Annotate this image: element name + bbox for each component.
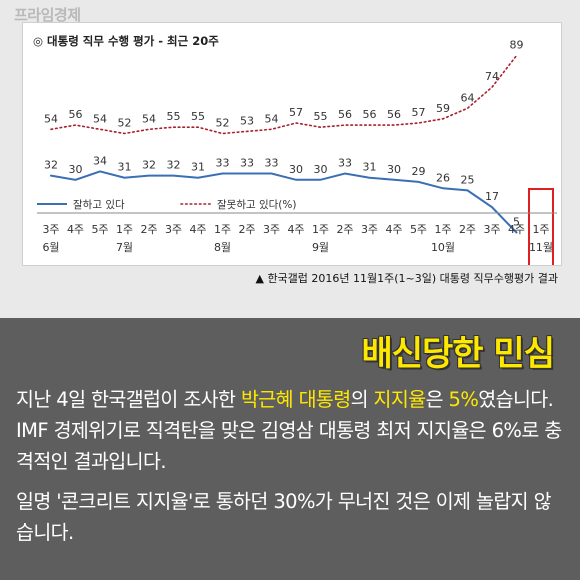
x-tick-label: 2주 [140,223,157,236]
data-label: 34 [93,154,107,167]
chart-title: ◎ 대통령 직무 수행 평가 - 최근 20주 [33,34,219,48]
x-tick-label: 1주 [434,223,451,236]
data-label: 33 [216,157,230,170]
x-tick-label: 4주 [385,223,402,236]
text-segment: 였습니다. IMF 경제위기로 직격탄을 맞은 김영삼 대통령 최저 지지율은 … [16,388,562,473]
x-tick-label: 1주 [532,223,549,236]
data-label: 54 [142,112,156,125]
highlight-text: 박근혜 대통령 [240,388,351,411]
x-tick-label: 3주 [361,223,378,236]
brand-logo: 프라임경제 [14,6,81,24]
x-month-label: 11월 [529,241,553,254]
x-tick-label: 3주 [263,223,280,236]
data-label: 56 [338,108,352,121]
data-label: 57 [289,106,303,119]
data-label: 89 [510,39,524,52]
data-label: 30 [387,163,401,176]
x-tick-label: 3주 [483,223,500,236]
data-label: 32 [44,159,58,172]
data-label: 54 [93,112,107,125]
data-label: 30 [69,163,83,176]
data-label: 25 [461,173,475,186]
data-label: 56 [69,108,83,121]
x-tick-label: 5주 [410,223,427,236]
data-label: 5 [513,215,520,228]
data-label: 74 [485,70,499,83]
x-tick-label: 1주 [312,223,329,236]
data-label: 55 [167,110,181,123]
data-label: 29 [412,165,426,178]
data-label: 30 [289,163,303,176]
highlight-text: 지지율 [373,388,427,411]
data-label: 32 [167,159,181,172]
x-tick-label: 4주 [189,223,206,236]
data-label: 31 [118,161,132,174]
paragraph-1: 지난 4일 한국갤럽이 조사한 박근혜 대통령의 지지율은 5%였습니다. IM… [16,384,564,477]
legend-label: 잘못하고 있다(%) [217,198,296,211]
data-label: 56 [363,108,377,121]
data-label: 55 [314,110,328,123]
text-segment: 은 [425,388,449,411]
x-tick-label: 4주 [67,223,84,236]
data-label: 31 [191,161,205,174]
data-label: 33 [240,157,254,170]
data-label: 55 [191,110,205,123]
x-tick-label: 4주 [287,223,304,236]
x-month-label: 7월 [116,241,133,254]
headline: 배신당한 민심 [361,334,555,374]
data-label: 33 [338,157,352,170]
x-tick-label: 3주 [42,223,59,236]
x-tick-label: 2주 [238,223,255,236]
text-panel: 배신당한 민심 지난 4일 한국갤럽이 조사한 박근혜 대통령의 지지율은 5%… [0,318,580,580]
data-label: 53 [240,114,254,127]
body-text: 지난 4일 한국갤럽이 조사한 박근혜 대통령의 지지율은 5%였습니다. IM… [16,384,564,557]
source-note: ▲ 한국갤럽 2016년 11월1주(1~3일) 대통령 직무수행평가 결과 [255,272,558,285]
data-label: 30 [314,163,328,176]
data-label: 64 [461,91,475,104]
data-label: 32 [142,159,156,172]
paragraph-2: 일명 '콘크리트 지지율'로 통하던 30%가 무너진 것은 이제 놀랍지 않습… [16,490,552,544]
x-tick-label: 5주 [91,223,108,236]
text-segment: 지난 4일 한국갤럽이 조사한 [16,388,241,411]
text-segment: 의 [350,388,374,411]
data-label: 57 [412,106,426,119]
highlight-box [528,188,554,265]
x-tick-label: 2주 [459,223,476,236]
data-label: 26 [436,171,450,184]
data-label: 54 [265,112,279,125]
data-label: 52 [216,117,230,130]
data-label: 33 [265,157,279,170]
highlight-text: 5% [448,388,479,411]
approval-line-chart: ◎ 대통령 직무 수행 평가 - 최근 20주 32 30 34 31 32 32 31 33 3… [33,34,557,265]
legend-label: 잘하고 있다 [73,198,125,211]
x-month-label: 10월 [431,241,455,254]
data-label: 54 [44,112,58,125]
x-month-label: 8월 [214,241,231,254]
x-tick-label: 2주 [336,223,353,236]
data-label: 52 [118,117,132,130]
series-line-2 [50,54,518,135]
x-tick-label: 1주 [214,223,231,236]
x-month-label: 9월 [312,241,329,254]
x-tick-label: 1주 [116,223,133,236]
x-tick-label: 3주 [165,223,182,236]
data-label: 31 [363,161,377,174]
data-label: 59 [436,102,450,115]
x-tick-label: 4주 [508,223,525,236]
chart-card: ◎ 대통령 직무 수행 평가 - 최근 20주 32 30 34 31 32 32 31 33 3… [22,22,562,266]
x-month-label: 6월 [42,241,59,254]
data-label: 17 [485,190,499,203]
series-line-1 [50,170,518,234]
data-label: 56 [387,108,401,121]
